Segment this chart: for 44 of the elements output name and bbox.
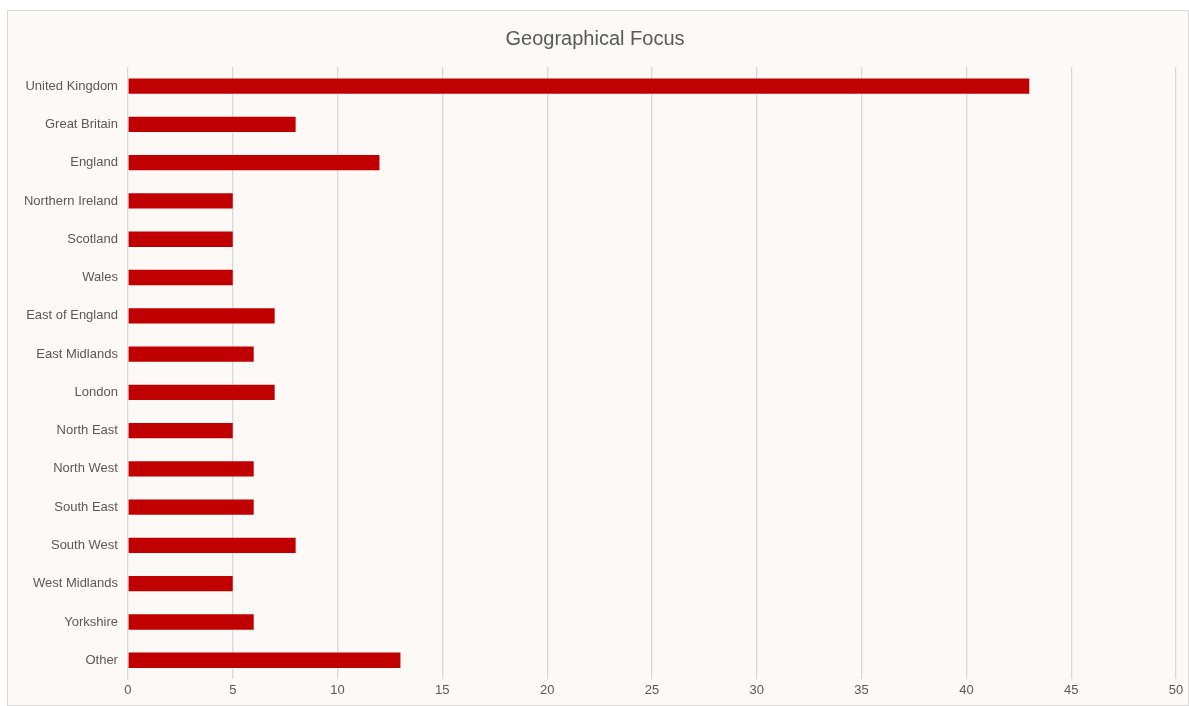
y-tick-label: South West [50,537,119,553]
bar [128,652,401,668]
bar [128,614,254,630]
x-tick-label: 0 [124,681,132,697]
x-tick-label: 15 [435,681,450,697]
bar [128,193,233,209]
x-tick-label: 45 [1063,681,1079,697]
y-tick-label: Scotland [67,230,118,246]
y-tick-label: United Kingdom [25,77,118,93]
bar [128,346,254,362]
x-tick-label: 10 [330,681,345,697]
y-tick-label: North East [56,422,119,438]
chart-title: Geographical Focus [505,26,685,49]
bar [128,499,254,515]
bar [128,116,296,133]
y-tick-label: West Midlands [32,575,119,591]
bar [128,422,233,439]
bar [128,78,1030,94]
y-tick-label: London [74,383,118,399]
x-tick-label: 30 [749,681,765,697]
y-tick-label: Wales [82,269,119,285]
y-tick-label: Other [85,651,119,667]
bar [128,269,233,286]
x-tick-label: 35 [854,681,869,697]
y-tick-label: Great Britain [44,115,118,131]
y-tick-label: East Midlands [36,345,119,361]
bar [128,461,254,477]
y-tick-label: North West [53,460,119,476]
bar [128,384,275,400]
y-tick-label: South East [54,498,119,514]
bar [128,576,233,592]
bar [128,308,275,324]
x-tick-label: 40 [959,681,974,697]
bar [128,231,233,247]
y-tick-label: Northern Ireland [23,192,118,208]
y-tick-label: East of England [26,307,118,323]
x-tick-label: 5 [229,681,237,697]
y-tick-label: England [70,154,118,170]
bar [128,537,296,554]
x-tick-label: 20 [539,681,555,697]
x-tick-label: 25 [644,681,660,697]
x-tick-label: 50 [1168,681,1184,697]
y-tick-label: Yorkshire [64,613,118,629]
bar [128,155,380,171]
